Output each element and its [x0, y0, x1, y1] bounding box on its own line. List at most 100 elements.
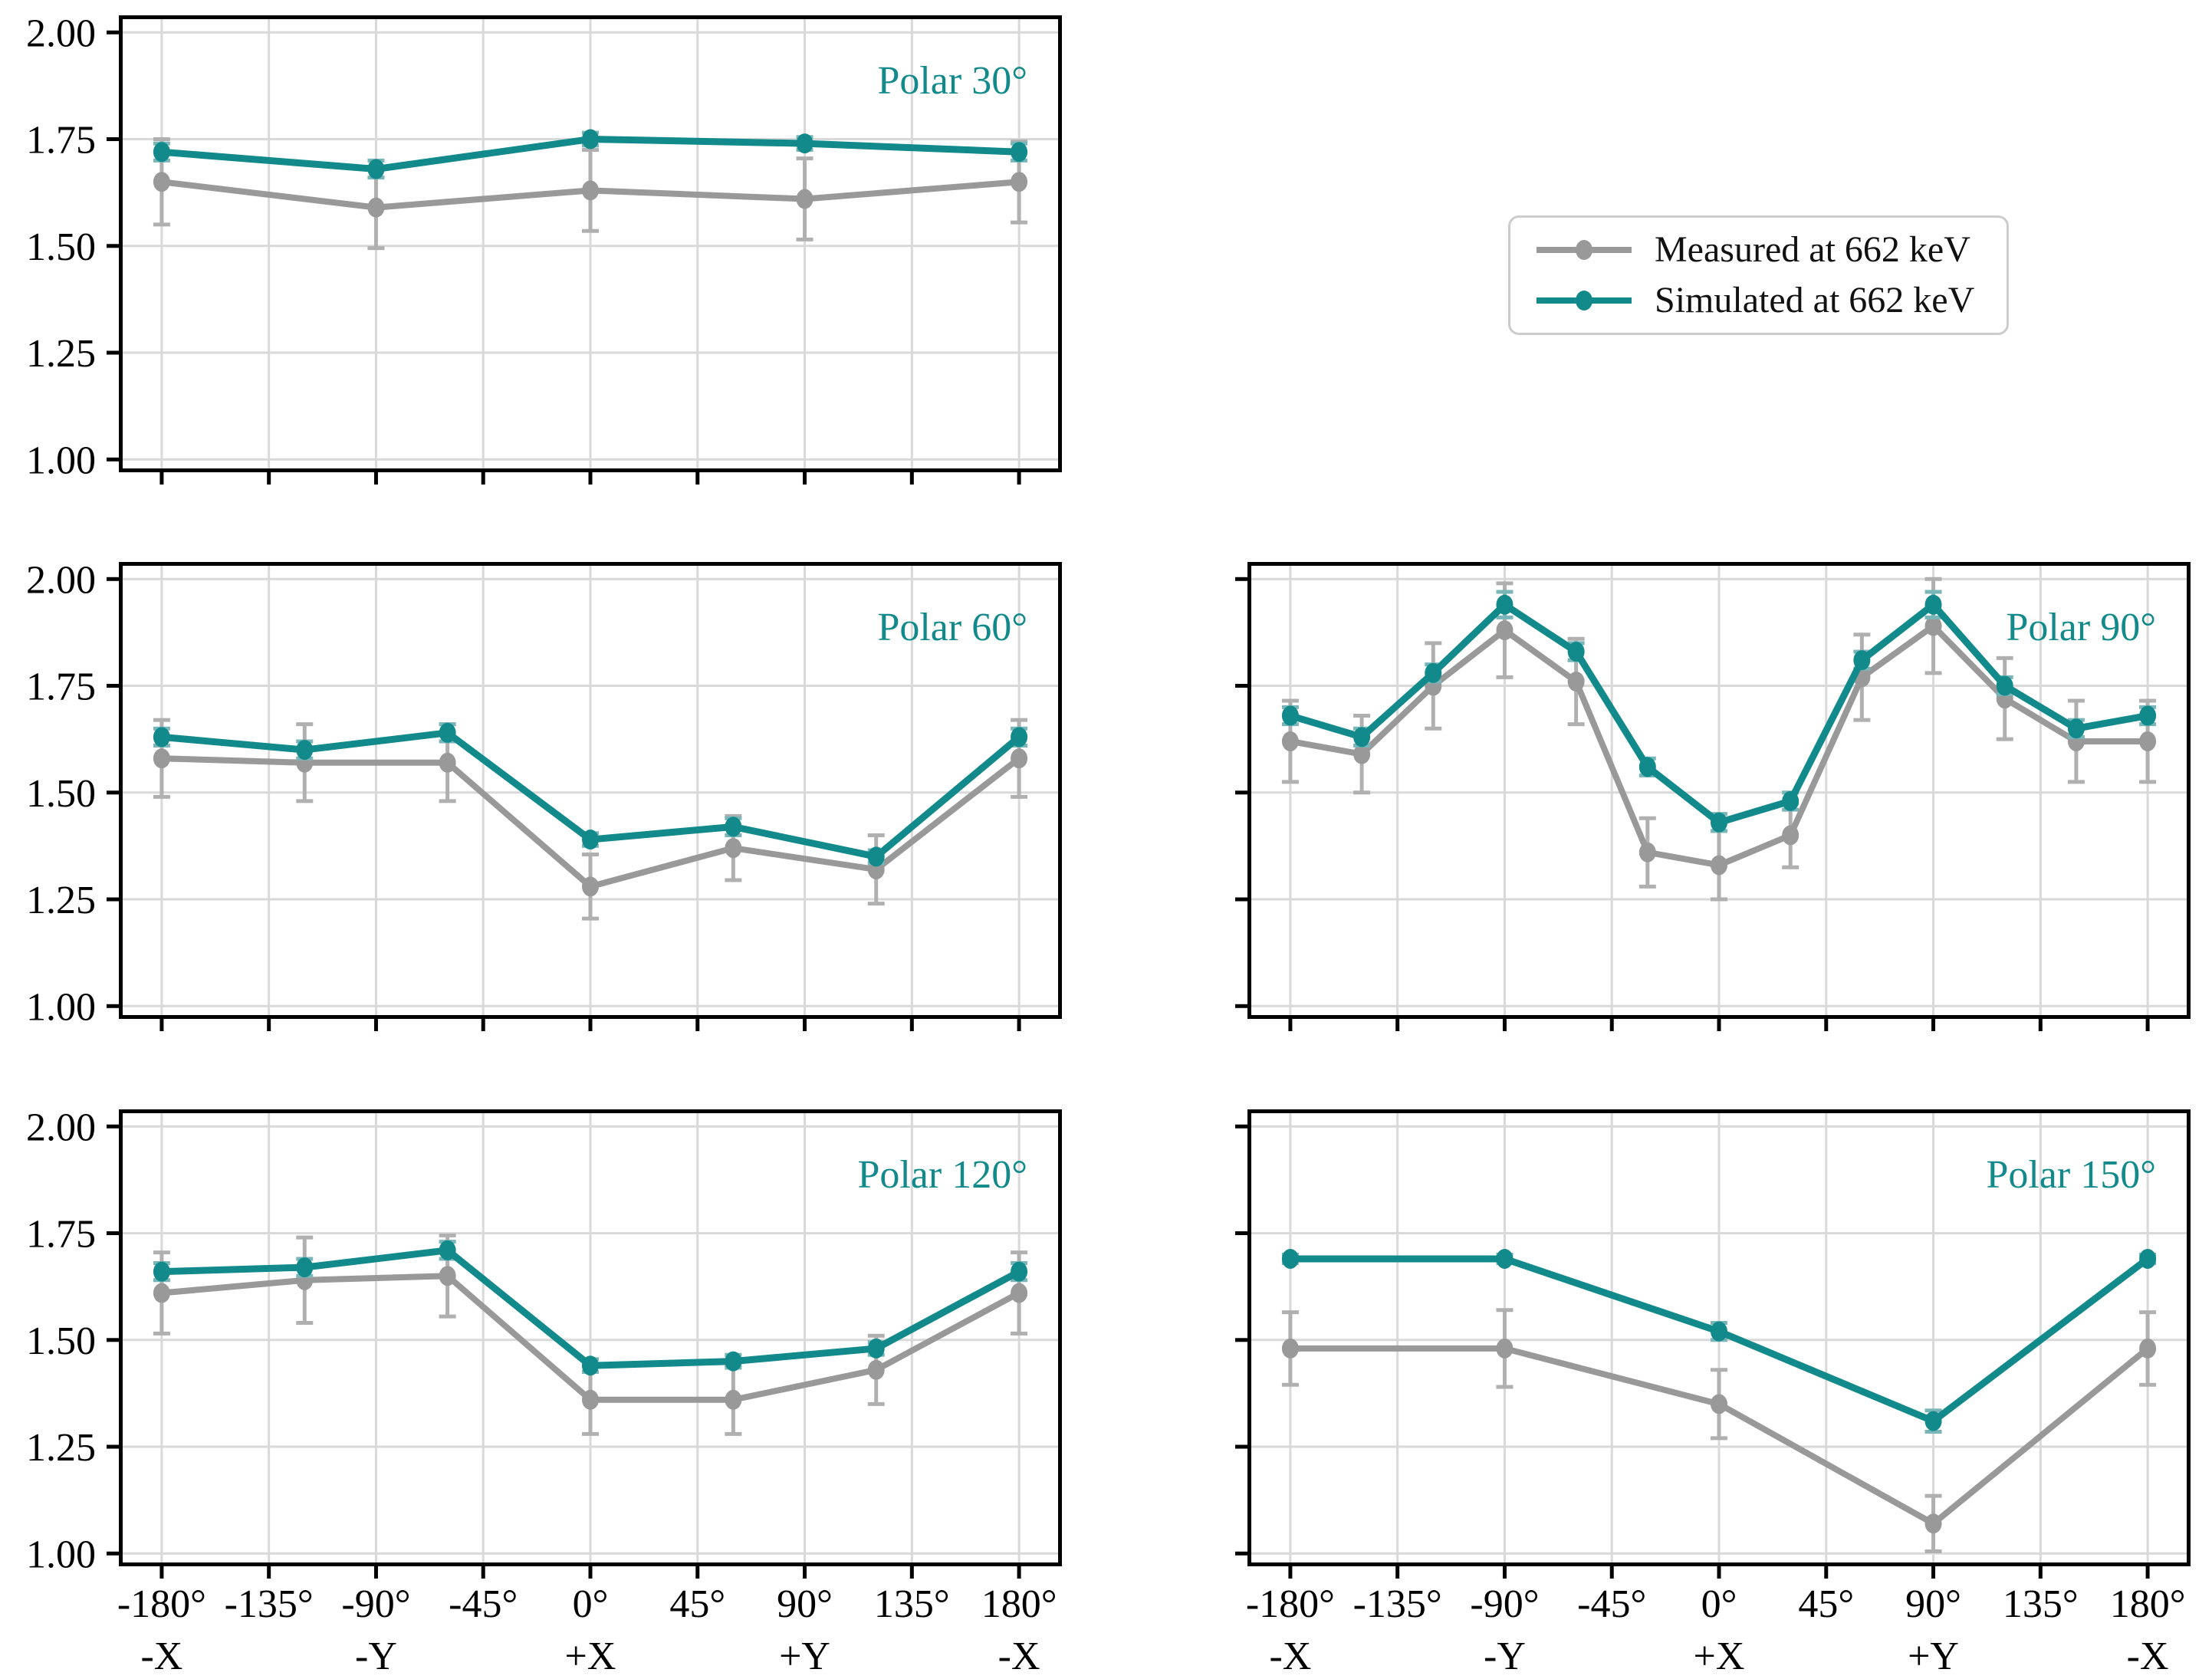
- x-tick-label: -90°: [341, 1582, 410, 1626]
- data-point: [367, 159, 385, 179]
- y-tick-label: 1.50: [26, 772, 96, 816]
- grid-lines: [121, 1112, 1060, 1564]
- subplot-title: Polar 120°: [857, 1153, 1027, 1197]
- y-tick-label: 1.25: [26, 332, 96, 376]
- polar-30-chart: 2.00 1.75 1.50 1.25 1.00 Polar 30°: [26, 12, 1062, 485]
- subplot-polar-60: 2.00 1.75 1.50 1.25 1.00 Polar 60°: [26, 558, 1062, 1031]
- y-tick-labels: 2.00 1.75 1.50 1.25 1.00: [26, 1106, 96, 1576]
- data-point: [367, 197, 385, 218]
- x-tick-sublabel: -X: [2127, 1635, 2169, 1678]
- data-point: [582, 876, 599, 897]
- simulated-series-markers: [153, 722, 1028, 867]
- x-tick-labels: -180° -X -135° -90° -Y -45° 0° +X 45° 90° +Y 135° 18…: [117, 1582, 1057, 1678]
- y-tick-label: 2.00: [26, 1106, 96, 1149]
- data-point: [2139, 1248, 2157, 1269]
- data-point: [1425, 662, 1442, 683]
- legend-marker-sample: [1576, 291, 1592, 310]
- x-tick-label: -45°: [449, 1582, 518, 1626]
- data-point: [1281, 705, 1299, 726]
- data-point: [2067, 718, 2085, 739]
- data-point: [153, 172, 170, 192]
- x-tick-label: 0°: [573, 1582, 609, 1626]
- data-point: [1011, 1283, 1028, 1303]
- data-point: [1924, 616, 1942, 636]
- data-point: [1496, 594, 1514, 615]
- measured-series-markers: [1281, 1338, 2157, 1534]
- data-point: [1011, 748, 1028, 769]
- data-point: [1567, 671, 1585, 692]
- x-tick-label: -135°: [1353, 1582, 1442, 1626]
- legend-entry-measured: Measured at 662 keV: [1533, 232, 2007, 268]
- data-point: [1011, 172, 1028, 192]
- x-tick-label: -45°: [1577, 1582, 1646, 1626]
- x-tick-sublabel: -X: [140, 1635, 182, 1678]
- data-point: [1711, 1321, 1727, 1342]
- x-tick-label: 180°: [2110, 1582, 2186, 1626]
- axis-spine: [1247, 562, 2191, 1019]
- data-point: [1782, 825, 1800, 846]
- subplot-title: Polar 60°: [877, 606, 1027, 649]
- data-point: [153, 1261, 170, 1282]
- data-point: [439, 722, 456, 743]
- data-point: [153, 142, 170, 163]
- x-tick-sublabel: +X: [565, 1635, 616, 1678]
- data-point: [1281, 1248, 1299, 1269]
- data-point: [1496, 1248, 1514, 1269]
- x-tick-sublabel: -X: [1269, 1635, 1311, 1678]
- data-point: [1353, 727, 1371, 748]
- axis-spine: [119, 562, 1062, 1019]
- axis-ticks: [1235, 1124, 2150, 1579]
- subplot-polar-90: Polar 90°: [1235, 562, 2191, 1031]
- x-tick-label: 90°: [777, 1582, 833, 1626]
- polar-120-chart: 2.00 1.75 1.50 1.25 1.00 -180° -X -135° -90° -Y -4…: [26, 1106, 1062, 1678]
- data-point: [725, 838, 742, 859]
- y-tick-label: 1.75: [26, 665, 96, 709]
- simulated-line-marker-icon: [1537, 291, 1632, 310]
- legend-label-measured: Measured at 662 keV: [1655, 229, 1970, 270]
- data-point: [1996, 675, 2013, 696]
- x-tick-label: -180°: [117, 1582, 206, 1626]
- axis-spine: [119, 15, 1062, 472]
- y-tick-label: 2.00: [26, 12, 96, 55]
- polar-60-chart: 2.00 1.75 1.50 1.25 1.00 Polar 60°: [26, 558, 1062, 1031]
- x-tick-label: 0°: [1701, 1582, 1737, 1626]
- y-tick-label: 1.75: [26, 1213, 96, 1257]
- data-point: [1353, 744, 1371, 764]
- y-tick-labels: 2.00 1.75 1.50 1.25 1.00: [26, 558, 96, 1029]
- legend-label-simulated: Simulated at 662 keV: [1655, 280, 1975, 320]
- x-tick-label: -90°: [1470, 1582, 1539, 1626]
- legend: Measured at 662 keV Simulated at 662 keV: [1508, 215, 2009, 335]
- data-point: [1853, 650, 1871, 671]
- x-tick-sublabel: +X: [1694, 1635, 1745, 1678]
- data-point: [582, 830, 599, 850]
- axis-ticks: [107, 577, 1021, 1031]
- axis-ticks: [107, 30, 1021, 485]
- legend-entry-simulated: Simulated at 662 keV: [1533, 282, 2007, 319]
- data-point: [582, 1355, 599, 1376]
- subplot-title: Polar 90°: [2006, 606, 2156, 649]
- axis-ticks: [107, 1124, 1021, 1579]
- data-point: [1924, 1411, 1942, 1431]
- x-tick-label: 135°: [2003, 1582, 2079, 1626]
- x-tick-label: -135°: [225, 1582, 314, 1626]
- data-point: [296, 1257, 314, 1278]
- subplot-polar-150: -180° -X -135° -90° -Y -45° 0° +X 45° 90° +Y 135° 18…: [1235, 1109, 2191, 1678]
- simulated-series-markers: [153, 1240, 1028, 1376]
- y-tick-label: 1.25: [26, 1426, 96, 1470]
- x-tick-label: -180°: [1246, 1582, 1335, 1626]
- data-point: [1924, 1513, 1942, 1534]
- x-tick-sublabel: -Y: [355, 1635, 397, 1678]
- data-point: [1638, 842, 1656, 863]
- x-tick-sublabel: +Y: [1908, 1635, 1959, 1678]
- y-tick-label: 2.00: [26, 558, 96, 602]
- axis-spine: [119, 1109, 1062, 1566]
- data-point: [582, 1389, 599, 1410]
- y-tick-labels: 2.00 1.75 1.50 1.25 1.00: [26, 12, 96, 482]
- data-point: [439, 752, 456, 773]
- data-point: [1638, 757, 1656, 777]
- data-point: [1782, 790, 1800, 811]
- y-tick-label: 1.50: [26, 225, 96, 269]
- data-point: [439, 1266, 456, 1286]
- simulated-series-markers: [1281, 594, 2157, 833]
- data-point: [725, 1389, 742, 1410]
